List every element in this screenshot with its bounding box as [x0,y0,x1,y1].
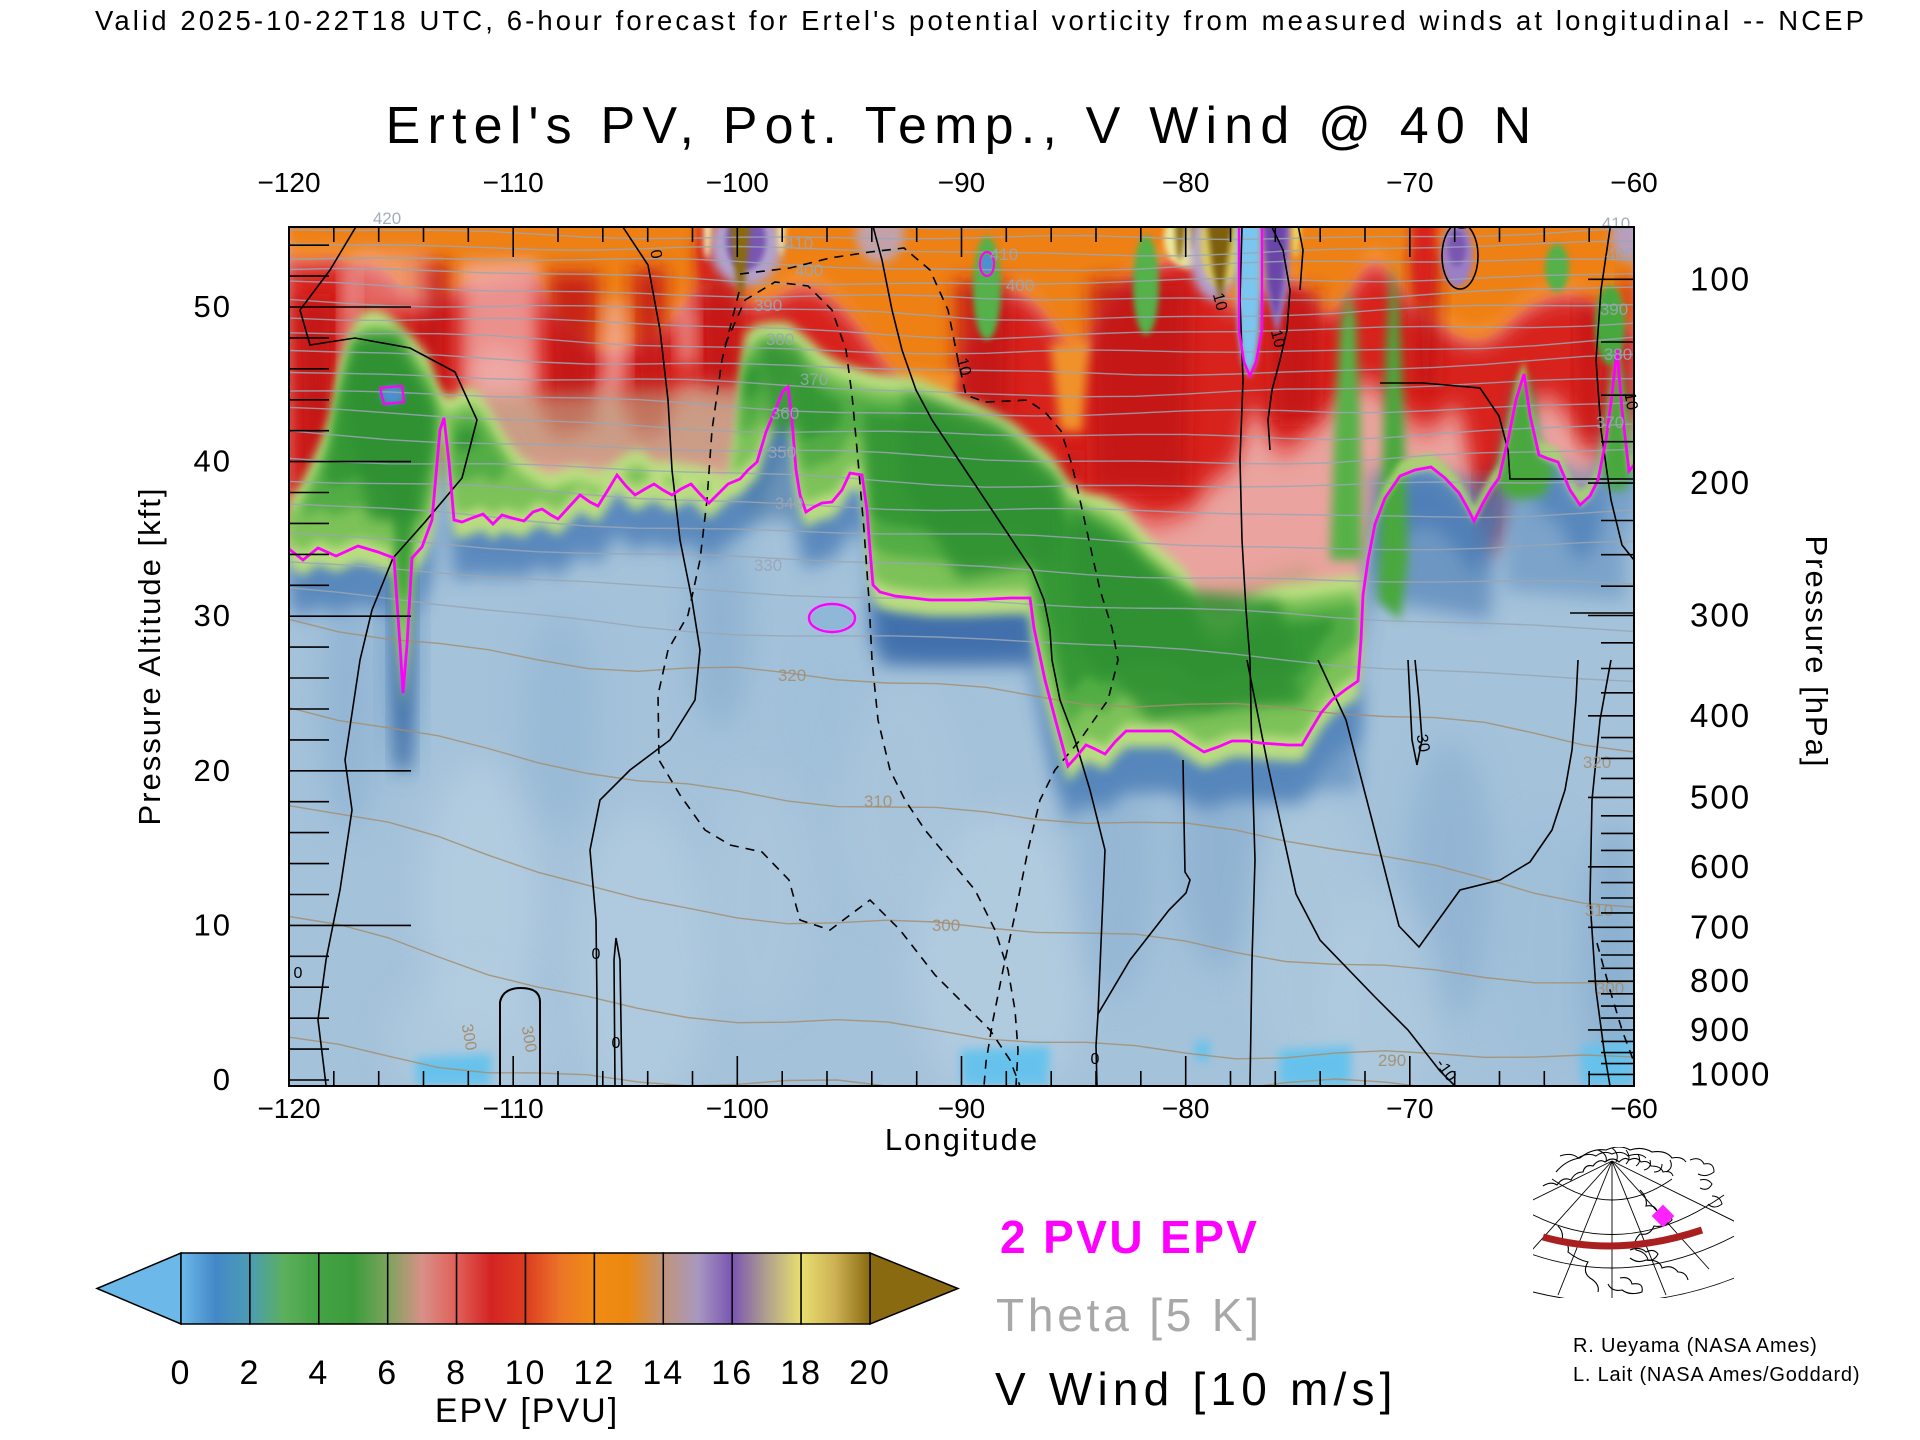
svg-text:200: 200 [1690,464,1751,501]
svg-text:310: 310 [1585,901,1613,920]
svg-text:−70: −70 [1386,167,1434,198]
svg-text:320: 320 [778,666,806,685]
svg-text:18: 18 [780,1354,822,1392]
svg-text:0: 0 [612,1035,621,1052]
svg-text:800: 800 [1690,962,1751,999]
svg-text:20: 20 [194,753,232,788]
svg-text:0: 0 [646,248,664,260]
svg-text:Longitude: Longitude [885,1122,1039,1157]
svg-text:0: 0 [171,1354,192,1392]
svg-text:390: 390 [1600,300,1628,319]
svg-text:−120: −120 [257,167,320,198]
svg-text:1000: 1000 [1690,1055,1771,1092]
svg-text:0: 0 [1091,1051,1100,1068]
svg-text:400: 400 [1690,697,1751,734]
svg-text:500: 500 [1690,778,1751,815]
svg-text:300: 300 [932,916,960,935]
svg-text:410: 410 [1602,214,1630,233]
svg-text:380: 380 [766,330,794,349]
svg-text:340: 340 [775,494,803,513]
svg-text:310: 310 [864,792,892,811]
svg-text:320: 320 [1583,753,1611,772]
svg-text:40: 40 [194,444,232,479]
svg-text:50: 50 [194,289,232,324]
svg-text:0: 0 [213,1062,232,1097]
svg-text:2 PVU EPV: 2 PVU EPV [1000,1211,1259,1263]
svg-text:290: 290 [1378,1051,1406,1070]
svg-text:Ertel's PV, Pot. Temp., V Wind: Ertel's PV, Pot. Temp., V Wind @ 40 N [386,97,1539,155]
svg-text:L. Lait (NASA Ames/Goddard): L. Lait (NASA Ames/Goddard) [1573,1364,1860,1386]
svg-text:380: 380 [1604,345,1632,364]
svg-text:Valid 2025-10-22T18 UTC, 6-hou: Valid 2025-10-22T18 UTC, 6-hour forecast… [95,5,1867,36]
svg-text:100: 100 [1690,260,1751,297]
svg-text:4: 4 [308,1354,329,1392]
svg-text:10: 10 [1621,391,1641,412]
svg-text:900: 900 [1690,1011,1751,1048]
svg-text:400: 400 [1006,276,1034,295]
svg-text:300: 300 [518,1025,539,1054]
svg-text:30: 30 [1413,733,1433,754]
svg-text:20: 20 [849,1354,891,1392]
svg-text:8: 8 [446,1354,467,1392]
svg-text:−60: −60 [1610,167,1658,198]
svg-text:300: 300 [458,1023,479,1052]
svg-text:−80: −80 [1162,1093,1210,1124]
svg-text:410: 410 [785,234,813,253]
svg-text:−60: −60 [1610,1093,1658,1124]
svg-text:10: 10 [1209,291,1230,313]
svg-text:−100: −100 [706,167,769,198]
svg-text:−100: −100 [706,1093,769,1124]
svg-text:10: 10 [1267,328,1288,350]
svg-text:R. Ueyama (NASA Ames): R. Ueyama (NASA Ames) [1573,1335,1818,1357]
svg-text:−110: −110 [483,167,544,198]
svg-text:12: 12 [573,1354,615,1392]
svg-text:2: 2 [239,1354,260,1392]
svg-text:400: 400 [795,261,823,280]
svg-text:V Wind [10 m/s]: V Wind [10 m/s] [995,1363,1398,1415]
svg-text:0: 0 [294,965,303,982]
svg-text:−80: −80 [1162,167,1210,198]
svg-text:350: 350 [768,443,796,462]
svg-text:0: 0 [592,946,601,963]
svg-text:−70: −70 [1386,1093,1434,1124]
svg-text:−120: −120 [257,1093,320,1124]
svg-text:360: 360 [771,404,799,423]
svg-text:Pressure Altitude [kft]: Pressure Altitude [kft] [132,487,167,826]
svg-text:Pressure [hPa]: Pressure [hPa] [1799,535,1834,768]
svg-text:400: 400 [1606,245,1634,264]
svg-text:Theta [5 K]: Theta [5 K] [996,1289,1263,1341]
svg-text:6: 6 [377,1354,398,1392]
svg-text:600: 600 [1690,848,1751,885]
svg-text:−90: −90 [938,167,986,198]
svg-text:−90: −90 [938,1093,986,1124]
svg-text:700: 700 [1690,908,1751,945]
svg-text:10: 10 [194,907,232,942]
svg-text:30: 30 [194,598,232,633]
svg-text:EPV [PVU]: EPV [PVU] [435,1392,619,1430]
svg-text:10: 10 [505,1354,547,1392]
svg-text:16: 16 [711,1354,753,1392]
svg-text:420: 420 [373,209,401,228]
svg-text:370: 370 [1596,413,1624,432]
svg-text:14: 14 [642,1354,684,1392]
svg-text:410: 410 [990,245,1018,264]
svg-text:330: 330 [754,556,782,575]
svg-text:300: 300 [1690,596,1751,633]
svg-text:390: 390 [754,296,782,315]
svg-text:−110: −110 [483,1093,544,1124]
svg-text:370: 370 [800,370,828,389]
svg-text:10: 10 [953,356,974,378]
